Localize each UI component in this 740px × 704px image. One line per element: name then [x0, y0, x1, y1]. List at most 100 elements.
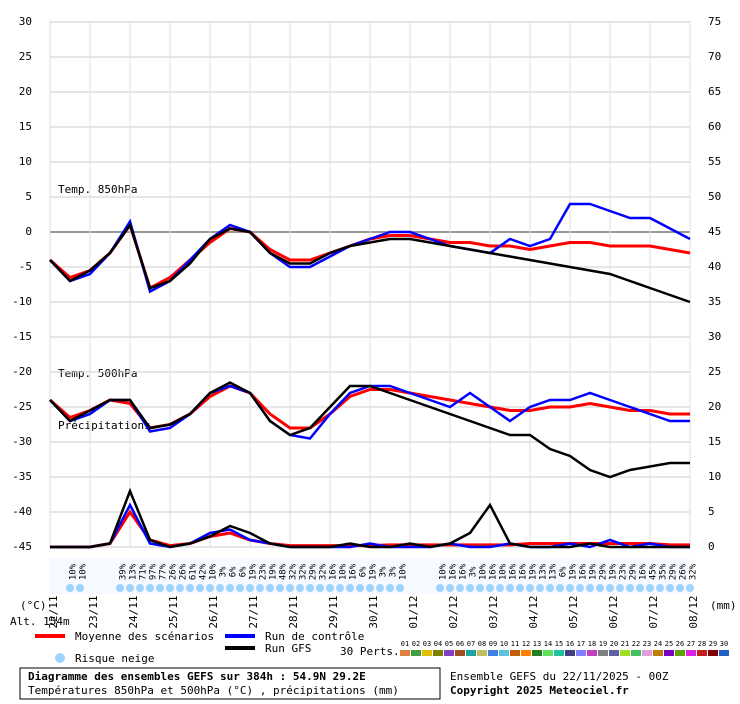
snow-icon: [226, 584, 234, 592]
snow-icon: [326, 584, 334, 592]
pert-swatch: [686, 650, 696, 656]
series-line: [49, 202, 691, 294]
pert-swatch: [532, 650, 542, 656]
snow-risk-label: 39%: [119, 563, 129, 580]
snow-icon: [186, 584, 194, 592]
x-tick-label: 06/12: [607, 595, 620, 628]
snow-risk-label: 16%: [509, 563, 519, 580]
pert-number: 22: [632, 640, 640, 648]
y-tick-label: -30: [12, 435, 32, 448]
snow-icon: [266, 584, 274, 592]
pert-number: 27: [687, 640, 695, 648]
pert-swatch: [642, 650, 652, 656]
pert-swatch: [653, 650, 663, 656]
snow-icon: [456, 584, 464, 592]
pert-swatch: [631, 650, 641, 656]
pert-number: 10: [500, 640, 508, 648]
pert-swatch: [598, 650, 608, 656]
snow-icon: [556, 584, 564, 592]
pert-swatch: [400, 650, 410, 656]
snow-risk-label: 10%: [439, 563, 449, 580]
y2-tick-label: 45: [708, 225, 721, 238]
pert-swatch: [444, 650, 454, 656]
snow-icon: [336, 584, 344, 592]
y2-tick-label: 75: [708, 15, 721, 28]
x-tick-label: 29/11: [327, 595, 340, 628]
snow-risk-label: 16%: [489, 563, 499, 580]
y2-tick-label: 30: [708, 330, 721, 343]
pert-number: 03: [423, 640, 431, 648]
annotation: Temp. 850hPa: [58, 183, 137, 196]
y2-tick-label: 60: [708, 120, 721, 133]
x-tick-label: 01/12: [407, 595, 420, 628]
pert-swatch: [411, 650, 421, 656]
snow-risk-label: 16%: [519, 563, 529, 580]
pert-number: 08: [478, 640, 486, 648]
pert-number: 18: [588, 640, 596, 648]
y2-tick-label: 0: [708, 540, 715, 553]
snow-risk-label: 3%: [219, 566, 229, 577]
pert-swatch: [477, 650, 487, 656]
pert-number: 11: [511, 640, 519, 648]
snow-icon: [366, 584, 374, 592]
snow-icon: [146, 584, 154, 592]
snow-risk-label: 16%: [349, 563, 359, 580]
snow-risk-label: 35%: [659, 563, 669, 580]
pert-number: 06: [456, 640, 464, 648]
snow-icon: [576, 584, 584, 592]
snow-icon: [386, 584, 394, 592]
y-tick-label: 10: [19, 155, 32, 168]
pert-swatch: [499, 650, 509, 656]
snow-icon: [436, 584, 444, 592]
snow-icon: [276, 584, 284, 592]
snow-risk-label: 42%: [199, 563, 209, 580]
snow-icon: [686, 584, 694, 592]
snow-icon: [216, 584, 224, 592]
x-tick-label: 23/11: [87, 595, 100, 628]
snow-icon: [586, 584, 594, 592]
snow-risk-label: 6%: [559, 566, 569, 577]
snow-risk-label: 32%: [289, 563, 299, 580]
y2-tick-label: 25: [708, 365, 721, 378]
pert-number: 07: [467, 640, 475, 648]
snow-risk-label: 29%: [669, 563, 679, 580]
snow-risk-label: 71%: [139, 563, 149, 580]
snow-risk-label: 45%: [649, 563, 659, 580]
y2-tick-label: 50: [708, 190, 721, 203]
title-box: [19, 667, 441, 700]
x-tick-label: 22/11: [47, 595, 60, 628]
snow-risk-label: 16%: [459, 563, 469, 580]
snow-risk-label: 6%: [229, 566, 239, 577]
series-line: [49, 222, 691, 304]
snow-icon: [66, 584, 74, 592]
x-tick-label: 28/11: [287, 595, 300, 628]
pert-swatch: [455, 650, 465, 656]
y-tick-label: -20: [12, 365, 32, 378]
x-tick-label: 08/12: [687, 595, 700, 628]
perturbations-label: 30 Perts.: [340, 645, 400, 658]
snow-risk-label: 19%: [249, 563, 259, 580]
y-tick-label: 5: [25, 190, 32, 203]
snow-risk-label: 26%: [179, 563, 189, 580]
pert-number: 21: [621, 640, 629, 648]
snow-risk-label: 10%: [399, 563, 409, 580]
snow-icon: [566, 584, 574, 592]
snow-legend: Risque neige: [75, 652, 154, 665]
snow-risk-label: 13%: [539, 563, 549, 580]
pert-swatch: [488, 650, 498, 656]
snow-icon: [396, 584, 404, 592]
x-tick-label: 27/11: [247, 595, 260, 628]
pert-swatch: [708, 650, 718, 656]
x-tick-label: 26/11: [207, 595, 220, 628]
snow-risk-label: 29%: [599, 563, 609, 580]
snow-icon: [176, 584, 184, 592]
snow-icon: [526, 584, 534, 592]
snow-risk-label: 48%: [279, 563, 289, 580]
x-tick-label: 07/12: [647, 595, 660, 628]
y-tick-label: 30: [19, 15, 32, 28]
legend-label: Run GFS: [265, 642, 311, 655]
snow-risk-label: 16%: [579, 563, 589, 580]
pert-number: 19: [599, 640, 607, 648]
pert-number: 24: [654, 640, 662, 648]
